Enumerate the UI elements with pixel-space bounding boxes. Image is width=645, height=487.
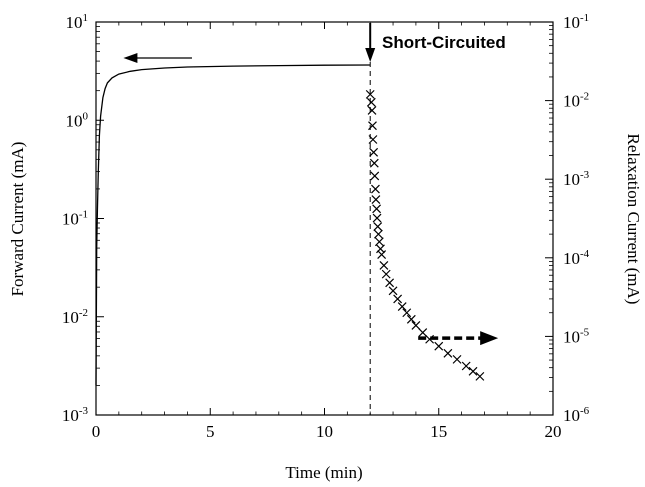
relaxation-point xyxy=(374,229,383,239)
y-right-tick-label: 10-5 xyxy=(563,326,590,346)
relaxation-point xyxy=(452,354,462,364)
relaxation-point xyxy=(434,341,444,351)
x-axis-title: Time (min) xyxy=(285,463,362,482)
relaxation-point xyxy=(370,171,380,181)
relaxation-point xyxy=(377,250,387,259)
short-circuit-arrow-head xyxy=(365,48,376,62)
relaxation-point xyxy=(468,366,478,376)
relaxation-point xyxy=(397,302,407,311)
y-right-tick-label: 10-6 xyxy=(563,405,590,425)
relaxation-point xyxy=(406,314,416,324)
ticks-layer: 0 5 10 15 20 10-3 10-2 10-1 100 101 10-6 10-5 10-4 10… xyxy=(62,12,590,441)
x-tick-label: 0 xyxy=(92,422,101,441)
relaxation-point xyxy=(379,260,389,270)
relaxation-point xyxy=(369,158,379,168)
relaxation-point xyxy=(411,320,421,330)
relaxation-point xyxy=(402,308,412,318)
y-right-tick-label: 10-2 xyxy=(563,91,589,111)
marker-layer xyxy=(123,23,499,415)
forward-current-line xyxy=(95,64,371,386)
y-left-tick-label: 101 xyxy=(66,12,89,32)
y-right-tick-label: 10-1 xyxy=(563,12,589,32)
plot-frame xyxy=(95,21,554,416)
relaxation-point xyxy=(366,97,376,107)
relaxation-point xyxy=(393,294,403,304)
y-axis-title-left: Forward Current (mA) xyxy=(8,142,27,297)
relaxation-point xyxy=(461,361,471,371)
relaxation-point xyxy=(443,348,453,358)
left-axis-arrow-head xyxy=(123,53,138,64)
relaxation-point xyxy=(368,121,377,131)
relaxation-point xyxy=(376,244,385,254)
x-tick-label: 5 xyxy=(206,422,215,441)
annotation-label: Short-Circuited xyxy=(382,33,506,52)
x-tick-label: 15 xyxy=(430,422,447,441)
relaxation-point xyxy=(475,371,485,381)
x-tick-label: 10 xyxy=(316,422,333,441)
relaxation-point xyxy=(374,237,384,247)
relaxation-point xyxy=(385,278,395,288)
relaxation-point xyxy=(373,222,383,231)
relaxation-point xyxy=(365,89,375,99)
relaxation-point xyxy=(381,269,391,279)
y-left-tick-label: 10-2 xyxy=(62,307,88,327)
relaxation-point xyxy=(418,328,428,337)
y-left-tick-label: 10-3 xyxy=(62,405,89,425)
relaxation-point xyxy=(369,147,379,157)
relaxation-point xyxy=(371,195,381,205)
relaxation-point xyxy=(372,213,382,223)
right-axis-arrow-head xyxy=(480,331,499,346)
y-right-tick-label: 10-4 xyxy=(563,248,590,268)
y-right-tick-label: 10-3 xyxy=(563,169,590,189)
y-left-tick-label: 10-1 xyxy=(62,209,88,229)
y-left-tick-label: 100 xyxy=(66,110,89,130)
series-layer xyxy=(95,64,485,386)
relaxation-point xyxy=(367,105,377,115)
x-tick-label: 20 xyxy=(545,422,562,441)
y-axis-title-right: Relaxation Current (mA) xyxy=(624,134,643,305)
relaxation-point xyxy=(388,286,398,296)
relaxation-point xyxy=(372,204,382,214)
relaxation-point xyxy=(371,184,380,194)
